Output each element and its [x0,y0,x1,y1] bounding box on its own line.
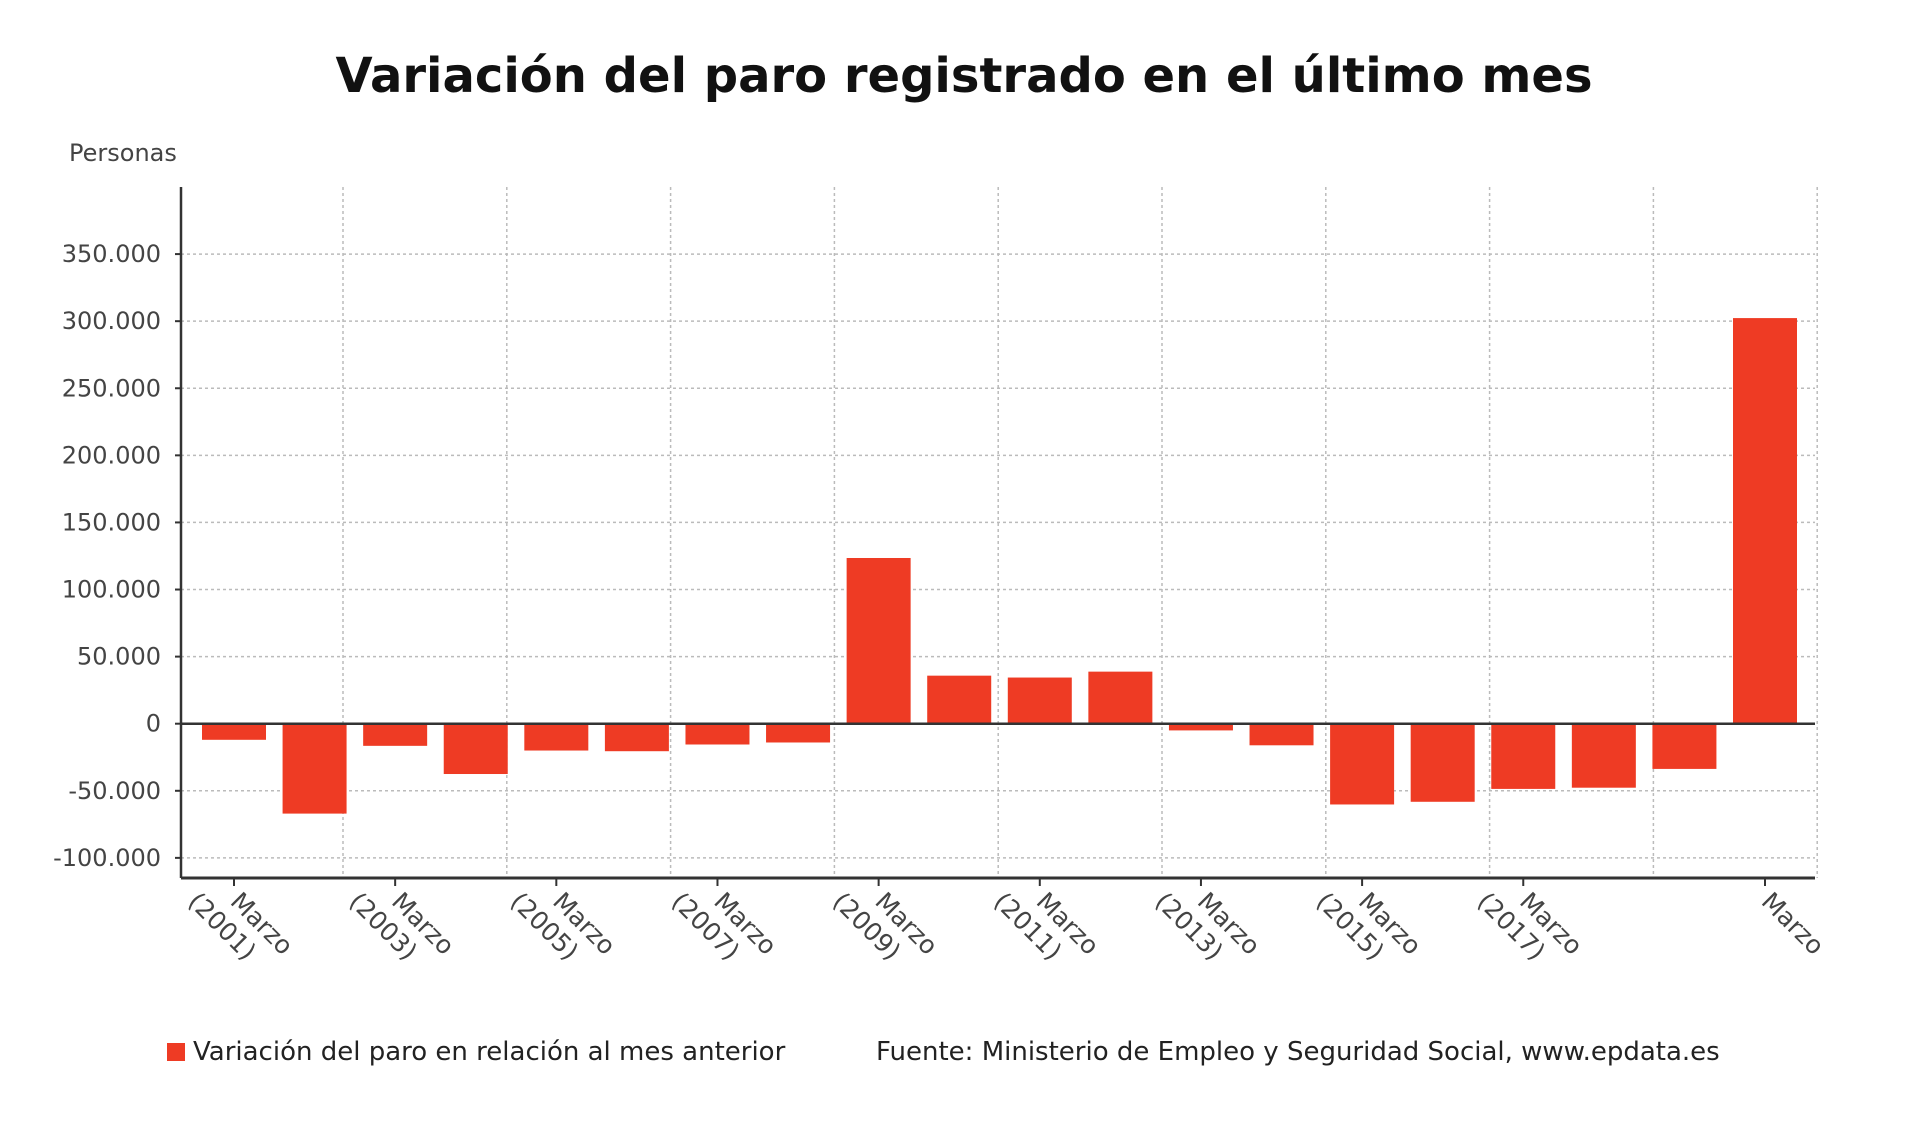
source-note: Fuente: Ministerio de Empleo y Seguridad… [876,1037,1720,1067]
bar-4 [443,723,508,775]
x-tick-label: Marzo(2005) [505,865,621,981]
bar-15 [1330,723,1395,805]
bar-1 [202,723,266,740]
y-tick-label: 350.000 [62,240,161,268]
x-tick-label: Marzo(2007) [666,865,782,981]
x-tick-label: Marzo(2001) [183,865,299,981]
x-tick-label: Marzo(2013) [1149,865,1265,981]
bar-14 [1249,723,1314,746]
y-tick-label: 50.000 [77,643,161,671]
bar-3 [363,723,428,746]
legend-swatch [167,1043,185,1061]
bar-10 [927,675,992,724]
y-tick-label: 200.000 [62,441,161,469]
y-axis-label: Personas [69,139,177,167]
x-tick-label: Marzo(2009) [827,865,943,981]
bar-8 [766,723,831,743]
y-tick-label: 0 [146,710,161,738]
bar-20 [1733,318,1797,724]
bar-11 [1007,677,1072,724]
x-tick-label: Marzo(2015) [1311,865,1427,981]
y-tick-label: 150.000 [62,508,161,536]
bar-13 [1168,723,1233,731]
bar-6 [604,723,669,752]
bar-17 [1491,723,1556,789]
bar-18 [1571,723,1636,788]
bar-5 [524,723,589,751]
y-tick-label: 100.000 [62,576,161,604]
bar-2 [282,723,347,814]
y-tick-label: -50.000 [68,777,161,805]
legend-label: Variación del paro en relación al mes an… [193,1037,786,1067]
bar-19 [1652,723,1717,769]
legend: Variación del paro en relación al mes an… [167,1037,785,1067]
y-tick-label: 300.000 [62,307,161,335]
bar-12 [1088,671,1153,724]
x-tick-label: Marzo [1756,887,1830,961]
x-tick-label: Marzo(2011) [988,865,1104,981]
y-tick-label: 250.000 [62,374,161,402]
chart-title: Variación del paro registrado en el últi… [335,48,1593,104]
x-tick-label: Marzo(2017) [1472,865,1588,981]
y-tick-label: -100.000 [53,844,161,872]
bar-7 [685,723,750,745]
x-tick-label-line: Marzo [1756,887,1830,961]
bar-9 [846,557,911,724]
x-tick-label: Marzo(2003) [344,865,460,981]
bar-16 [1410,723,1475,802]
